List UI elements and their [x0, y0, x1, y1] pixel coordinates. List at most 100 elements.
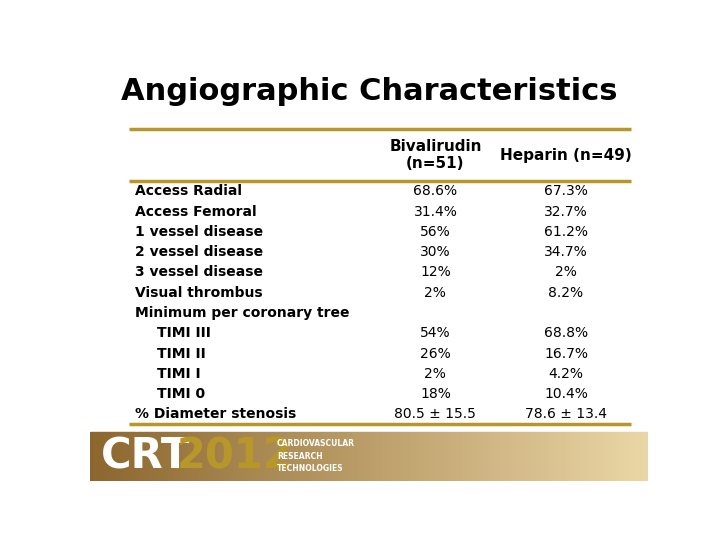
Text: 30%: 30% — [420, 245, 451, 259]
Bar — [256, 431, 258, 481]
Bar — [472, 431, 473, 481]
Bar — [231, 431, 233, 481]
Bar — [228, 431, 230, 481]
Bar — [386, 431, 387, 481]
Bar — [467, 431, 469, 481]
Bar — [397, 431, 399, 481]
Bar — [547, 431, 549, 481]
Bar — [642, 431, 644, 481]
Bar — [561, 431, 562, 481]
Bar — [566, 431, 568, 481]
Bar — [107, 431, 109, 481]
Bar — [516, 431, 518, 481]
Bar — [641, 431, 642, 481]
Bar — [360, 431, 361, 481]
Bar — [436, 431, 438, 481]
Text: 4.2%: 4.2% — [549, 367, 583, 381]
Bar — [280, 431, 282, 481]
Bar — [181, 431, 183, 481]
Bar — [138, 431, 140, 481]
Bar — [367, 431, 369, 481]
Bar — [456, 431, 458, 481]
Bar — [449, 431, 451, 481]
Bar — [365, 431, 367, 481]
Bar — [603, 431, 606, 481]
Text: CRT: CRT — [101, 435, 191, 477]
Bar — [393, 431, 395, 481]
Bar — [428, 431, 431, 481]
Bar — [553, 431, 555, 481]
Bar — [172, 431, 174, 481]
Bar — [377, 431, 378, 481]
Bar — [338, 431, 339, 481]
Bar — [588, 431, 590, 481]
Bar — [462, 431, 464, 481]
Bar — [313, 431, 315, 481]
Bar — [451, 431, 453, 481]
Bar — [109, 431, 110, 481]
Bar — [282, 431, 284, 481]
Bar — [97, 431, 99, 481]
Text: 18%: 18% — [420, 387, 451, 401]
Bar — [190, 431, 192, 481]
Text: Heparin (n=49): Heparin (n=49) — [500, 148, 632, 163]
Bar — [523, 431, 526, 481]
Bar — [204, 431, 205, 481]
Bar — [94, 431, 96, 481]
Bar — [503, 431, 505, 481]
Text: 32.7%: 32.7% — [544, 205, 588, 219]
Bar — [635, 431, 637, 481]
Text: Visual thrombus: Visual thrombus — [135, 286, 262, 300]
Bar — [531, 431, 533, 481]
Bar — [183, 431, 185, 481]
Bar — [364, 431, 365, 481]
Bar — [125, 431, 127, 481]
Text: % Diameter stenosis: % Diameter stenosis — [135, 407, 296, 421]
Bar — [120, 431, 122, 481]
Bar — [192, 431, 194, 481]
Bar — [534, 431, 536, 481]
Bar — [613, 431, 615, 481]
Bar — [598, 431, 600, 481]
Bar — [380, 431, 382, 481]
Bar — [339, 431, 341, 481]
Bar — [114, 431, 116, 481]
Bar — [168, 431, 170, 481]
Bar — [570, 431, 572, 481]
Bar — [624, 431, 626, 481]
Bar — [453, 431, 454, 481]
Bar — [230, 431, 231, 481]
Bar — [205, 431, 207, 481]
Bar — [521, 431, 523, 481]
Bar — [250, 431, 252, 481]
Bar — [557, 431, 559, 481]
Bar — [410, 431, 412, 481]
Bar — [454, 431, 456, 481]
Text: 2%: 2% — [425, 367, 446, 381]
Bar — [278, 431, 280, 481]
Bar — [287, 431, 289, 481]
Bar — [644, 431, 646, 481]
Bar — [151, 431, 153, 481]
Bar — [330, 431, 332, 481]
Text: 10.4%: 10.4% — [544, 387, 588, 401]
Bar — [596, 431, 598, 481]
Bar — [186, 431, 189, 481]
Bar — [157, 431, 159, 481]
Bar — [343, 431, 345, 481]
Bar — [473, 431, 475, 481]
Bar — [189, 431, 190, 481]
Bar — [269, 431, 271, 481]
Bar — [289, 431, 291, 481]
Bar — [174, 431, 176, 481]
Bar — [159, 431, 161, 481]
Bar — [194, 431, 196, 481]
Text: 61.2%: 61.2% — [544, 225, 588, 239]
Bar — [479, 431, 481, 481]
Bar — [96, 431, 97, 481]
Bar — [626, 431, 628, 481]
Text: 3 vessel disease: 3 vessel disease — [135, 266, 263, 279]
Bar — [243, 431, 244, 481]
Text: TIMI 0: TIMI 0 — [157, 387, 205, 401]
Bar — [170, 431, 172, 481]
